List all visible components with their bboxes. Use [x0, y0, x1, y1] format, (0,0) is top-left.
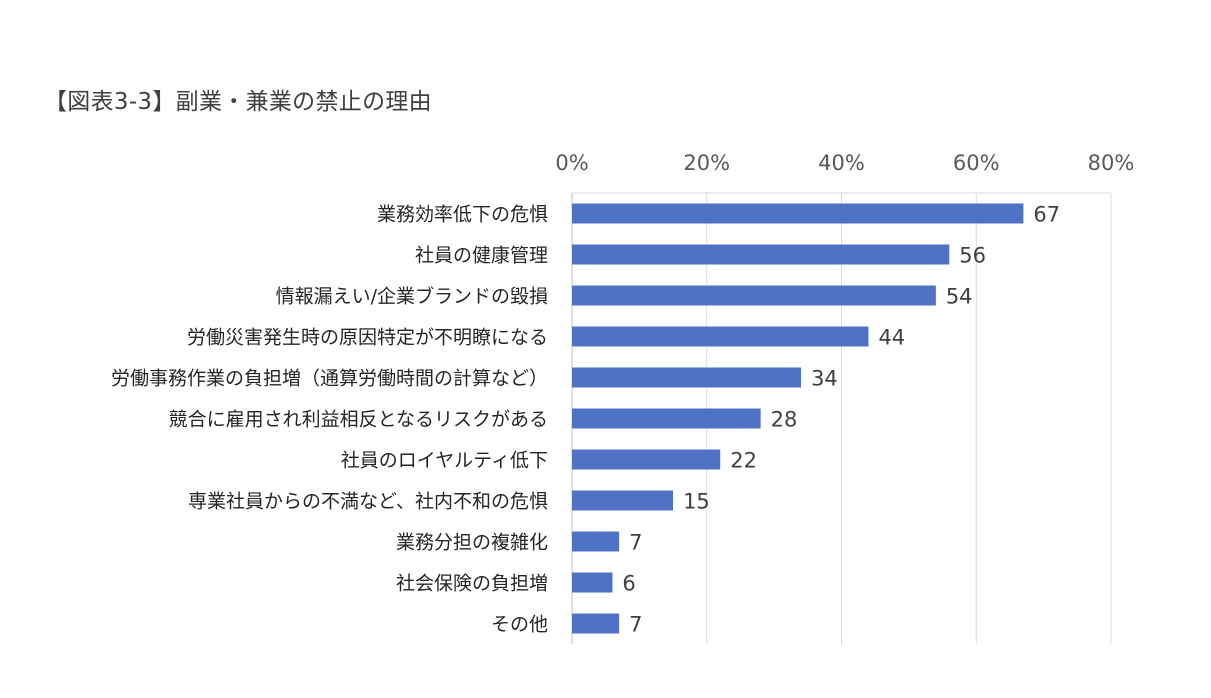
bar: [572, 408, 761, 429]
bars: [572, 203, 1024, 634]
bar: [572, 449, 721, 470]
bar: [572, 244, 950, 265]
x-tick-label: 80%: [1088, 151, 1135, 175]
x-tick-label: 40%: [818, 151, 865, 175]
bar: [572, 613, 620, 634]
data-label: 34: [811, 367, 838, 391]
bar: [572, 326, 869, 347]
bar: [572, 572, 613, 593]
data-label: 15: [683, 490, 710, 514]
bar: [572, 203, 1024, 224]
category-label: 社員のロイヤルティ低下: [341, 450, 548, 472]
category-label: 業務分担の複雑化: [396, 532, 548, 554]
category-label: 労働災害発生時の原因特定が不明瞭になる: [187, 327, 548, 349]
data-label: 22: [730, 449, 757, 473]
data-label: 6: [622, 572, 635, 596]
bar: [572, 490, 674, 511]
x-tick-label: 0%: [555, 151, 588, 175]
x-tick-label: 20%: [683, 151, 730, 175]
category-label: 情報漏えい/企業ブランドの毀損: [276, 285, 548, 308]
data-label: 7: [629, 613, 642, 637]
category-label: 社会保険の負担増: [396, 573, 548, 595]
data-label: 56: [959, 244, 986, 268]
data-label: 44: [878, 326, 905, 350]
bar: [572, 531, 620, 552]
bar: [572, 367, 802, 388]
category-labels: 業務効率低下の危惧社員の健康管理情報漏えい/企業ブランドの毀損労働災害発生時の原…: [111, 204, 548, 636]
data-label: 67: [1033, 203, 1060, 227]
category-label: 労働事務作業の負担増（通算労働時間の計算など）: [111, 368, 548, 390]
category-label: 競合に雇用され利益相反となるリスクがある: [169, 409, 548, 431]
x-tick-label: 60%: [953, 151, 1000, 175]
x-axis-ticks: 0% 20% 40% 60% 80%: [555, 151, 1134, 175]
category-label: その他: [491, 614, 548, 636]
data-label: 54: [946, 285, 973, 309]
gridlines: [706, 193, 1112, 644]
category-label: 専業社員からの不満など、社内不和の危惧: [188, 491, 548, 513]
category-label: 業務効率低下の危惧: [377, 204, 548, 226]
data-label: 28: [771, 408, 798, 432]
data-label: 7: [629, 531, 642, 555]
category-label: 社員の健康管理: [415, 245, 548, 267]
chart-title: 【図表3-3】副業・兼業の禁止の理由: [44, 89, 432, 115]
bar: [572, 285, 936, 306]
